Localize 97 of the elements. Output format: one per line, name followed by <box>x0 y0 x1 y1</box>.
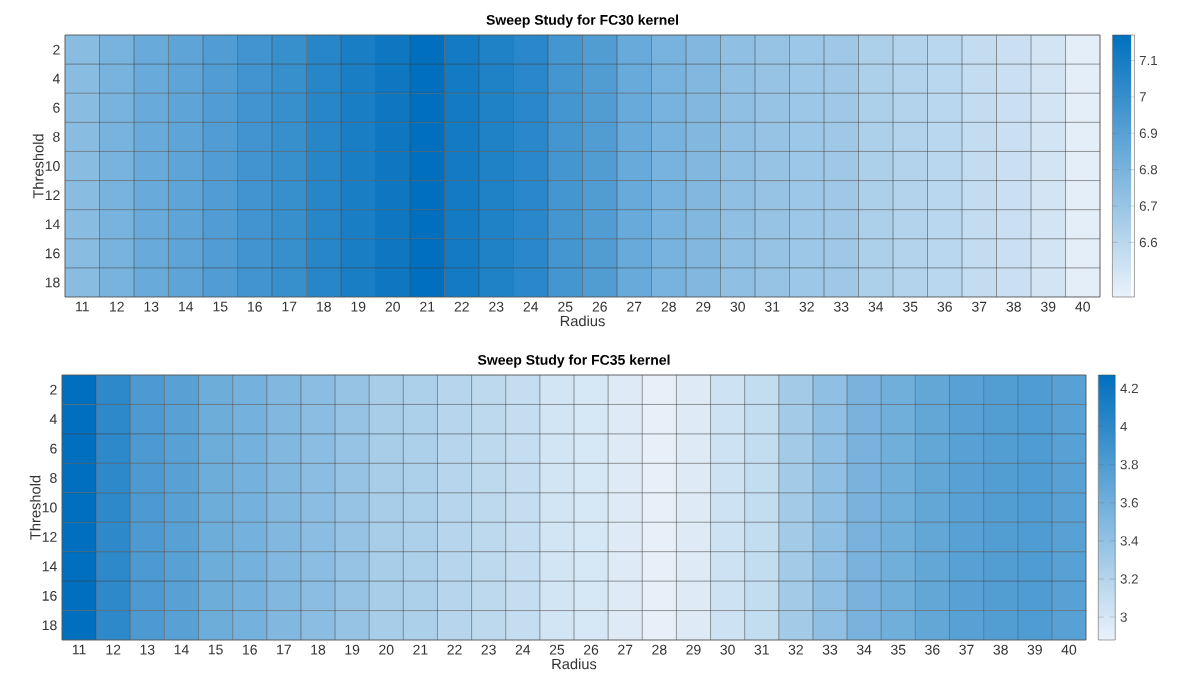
x-tick-label: 28 <box>661 301 676 312</box>
y-tick-label: 10 <box>42 502 57 513</box>
x-tick-label: 21 <box>420 301 435 312</box>
x-tick-label: 40 <box>1061 644 1077 655</box>
x-tick-label: 15 <box>208 644 223 655</box>
x-tick-label: 11 <box>72 644 86 655</box>
y-tick-label: 18 <box>42 620 57 631</box>
x-tick-label: 22 <box>447 644 462 655</box>
x-tick-label: 20 <box>385 301 400 312</box>
x-tick-label: 12 <box>110 301 124 312</box>
x-tick-label: 40 <box>1075 301 1090 312</box>
x-tick-label: 18 <box>317 301 331 312</box>
color-bar-label: 7 <box>1139 92 1146 102</box>
x-tick-label: 18 <box>311 644 326 655</box>
x-tick-label: 17 <box>277 644 291 655</box>
x-tick-label: 38 <box>1006 301 1021 312</box>
chart-title: Sweep Study for FC35 kernel <box>477 354 670 368</box>
x-tick-label: 20 <box>379 644 394 655</box>
x-tick-label: 23 <box>489 301 504 312</box>
x-tick-label: 33 <box>833 301 849 312</box>
y-tick-label: 8 <box>50 473 57 484</box>
color-bar-label: 3.8 <box>1120 459 1138 470</box>
x-tick-label: 30 <box>720 644 735 655</box>
y-tick-label: 12 <box>42 532 57 542</box>
y-tick-label: 4 <box>52 73 60 84</box>
x-tick-label: 14 <box>174 644 189 655</box>
x-tick-label: 35 <box>891 644 906 655</box>
x-tick-label: 29 <box>696 301 711 312</box>
color-bar-label: 6.9 <box>1139 128 1158 138</box>
x-tick-label: 16 <box>243 644 257 655</box>
y-tick-label: 4 <box>49 414 57 424</box>
color-bar-label: 6.8 <box>1139 164 1158 175</box>
x-tick-label: 19 <box>345 644 360 655</box>
y-tick-label: 18 <box>45 277 60 288</box>
y-tick-label: 10 <box>45 161 60 171</box>
x-tick-label: 19 <box>351 301 366 312</box>
color-bar-label: 7.1 <box>1139 55 1158 66</box>
x-tick-label: 39 <box>1040 301 1056 312</box>
x-tick-label: 34 <box>868 301 884 312</box>
x-tick-label: 34 <box>856 644 872 655</box>
x-tick-label: 26 <box>583 644 599 655</box>
y-tick-label: 2 <box>50 384 57 395</box>
color-bar-label: 3.2 <box>1120 574 1138 584</box>
x-tick-label: 31 <box>754 644 769 655</box>
x-tick-label: 27 <box>627 301 642 312</box>
x-tick-label: 22 <box>454 301 469 312</box>
x-tick-label: 29 <box>686 644 701 655</box>
x-tick-label: 38 <box>993 644 1008 655</box>
x-tick-label: 33 <box>822 644 838 655</box>
color-bar-label: 4.2 <box>1120 383 1138 394</box>
x-tick-label: 31 <box>764 301 780 312</box>
y-tick-label: 6 <box>53 102 60 113</box>
x-axis-title: Radius <box>560 315 605 327</box>
x-tick-label: 25 <box>558 301 573 312</box>
x-tick-label: 12 <box>106 644 121 655</box>
x-tick-label: 13 <box>140 644 155 655</box>
x-tick-label: 11 <box>76 301 89 312</box>
x-tick-label: 24 <box>523 301 539 312</box>
y-tick-label: 6 <box>50 443 57 454</box>
y-tick-label: 14 <box>42 561 57 572</box>
x-tick-label: 21 <box>413 644 428 655</box>
x-tick-label: 35 <box>902 301 918 312</box>
x-axis-title: Radius <box>552 658 597 670</box>
x-tick-label: 39 <box>1027 644 1042 655</box>
y-tick-label: 16 <box>42 590 57 601</box>
y-axis-title: Threshold <box>32 134 44 199</box>
color-bar-label: 6.6 <box>1139 237 1158 248</box>
color-bar-label: 4 <box>1120 421 1128 432</box>
y-tick-label: 16 <box>45 248 60 259</box>
x-tick-label: 13 <box>144 301 159 312</box>
x-tick-label: 36 <box>925 644 940 655</box>
x-tick-label: 14 <box>179 301 194 312</box>
x-tick-label: 37 <box>971 301 987 312</box>
color-bar-label: 3 <box>1120 612 1127 622</box>
x-tick-label: 32 <box>788 644 803 655</box>
y-tick-label: 8 <box>53 131 60 142</box>
y-tick-label: 14 <box>45 219 60 230</box>
x-tick-label: 30 <box>730 301 745 312</box>
chart-title: Sweep Study for FC30 kernel <box>486 14 678 28</box>
x-tick-label: 23 <box>481 644 496 655</box>
x-tick-label: 17 <box>282 301 297 312</box>
x-tick-label: 32 <box>799 301 814 312</box>
x-tick-label: 16 <box>248 301 262 312</box>
y-tick-label: 2 <box>53 44 60 55</box>
color-bar-label: 3.6 <box>1120 498 1138 508</box>
y-axis-title: Threshold <box>29 475 41 540</box>
x-tick-label: 25 <box>549 644 565 655</box>
x-tick-label: 36 <box>937 301 952 312</box>
x-tick-label: 37 <box>959 644 974 655</box>
x-tick-label: 24 <box>515 644 531 655</box>
x-tick-label: 28 <box>652 644 667 655</box>
color-bar-label: 3.4 <box>1120 536 1139 546</box>
x-tick-label: 26 <box>592 301 607 312</box>
color-bar-label: 6.7 <box>1139 201 1157 211</box>
x-tick-label: 27 <box>618 644 633 655</box>
y-tick-label: 12 <box>45 190 60 200</box>
x-tick-label: 15 <box>213 301 228 312</box>
